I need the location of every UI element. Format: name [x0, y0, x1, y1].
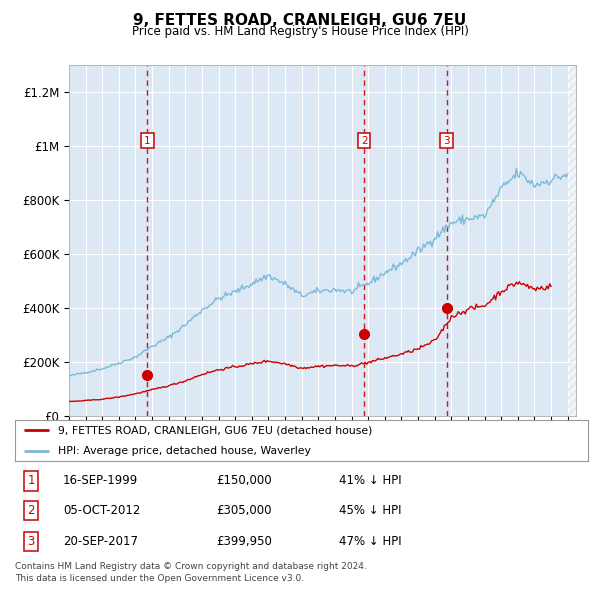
Text: 9, FETTES ROAD, CRANLEIGH, GU6 7EU: 9, FETTES ROAD, CRANLEIGH, GU6 7EU [133, 13, 467, 28]
Text: 1: 1 [144, 136, 151, 146]
Text: Price paid vs. HM Land Registry's House Price Index (HPI): Price paid vs. HM Land Registry's House … [131, 25, 469, 38]
Text: £399,950: £399,950 [216, 535, 272, 548]
Text: 45% ↓ HPI: 45% ↓ HPI [339, 504, 401, 517]
Text: 9, FETTES ROAD, CRANLEIGH, GU6 7EU (detached house): 9, FETTES ROAD, CRANLEIGH, GU6 7EU (deta… [58, 425, 373, 435]
Text: Contains HM Land Registry data © Crown copyright and database right 2024.: Contains HM Land Registry data © Crown c… [15, 562, 367, 571]
Text: £150,000: £150,000 [216, 474, 272, 487]
Text: 16-SEP-1999: 16-SEP-1999 [63, 474, 138, 487]
Text: 2: 2 [28, 504, 35, 517]
Text: 47% ↓ HPI: 47% ↓ HPI [339, 535, 401, 548]
Text: 3: 3 [443, 136, 450, 146]
Text: This data is licensed under the Open Government Licence v3.0.: This data is licensed under the Open Gov… [15, 574, 304, 583]
Text: 1: 1 [28, 474, 35, 487]
Text: 3: 3 [28, 535, 35, 548]
Text: 41% ↓ HPI: 41% ↓ HPI [339, 474, 401, 487]
Text: 20-SEP-2017: 20-SEP-2017 [63, 535, 138, 548]
Text: £305,000: £305,000 [216, 504, 271, 517]
Text: 2: 2 [361, 136, 368, 146]
Text: 05-OCT-2012: 05-OCT-2012 [63, 504, 140, 517]
Text: HPI: Average price, detached house, Waverley: HPI: Average price, detached house, Wave… [58, 446, 311, 456]
